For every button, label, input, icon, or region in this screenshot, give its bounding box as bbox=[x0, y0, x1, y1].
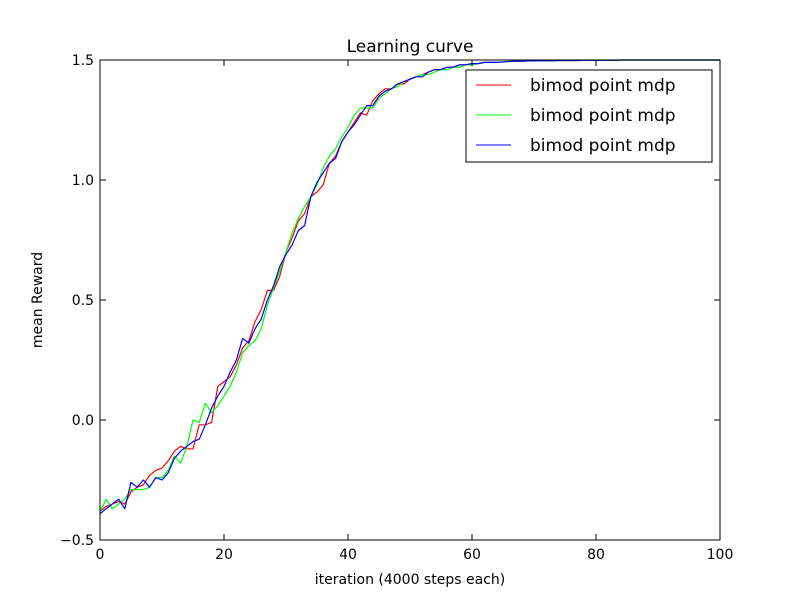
x-tick-label: 40 bbox=[339, 547, 357, 563]
y-tick-label: 0.0 bbox=[72, 413, 94, 429]
x-tick-label: 0 bbox=[96, 547, 105, 563]
y-tick-label: 1.5 bbox=[72, 53, 94, 69]
legend: bimod point mdp bimod point mdp bimod po… bbox=[465, 69, 713, 163]
legend-label-series-2: bimod point mdp bbox=[530, 106, 676, 126]
legend-label-series-3: bimod point mdp bbox=[530, 136, 676, 156]
y-tick-label: 0.5 bbox=[72, 293, 94, 309]
y-tick-label: 1.0 bbox=[72, 173, 94, 189]
chart-title: Learning curve bbox=[347, 37, 474, 57]
tick-layer: 0 20 40 60 80 100 −0.5 0.0 0.5 1.0 1.5 bbox=[60, 53, 733, 563]
x-tick-label: 60 bbox=[463, 547, 481, 563]
x-tick-label: 100 bbox=[707, 547, 734, 563]
legend-label-series-1: bimod point mdp bbox=[530, 76, 676, 96]
x-tick-label: 80 bbox=[587, 547, 605, 563]
y-tick-label: −0.5 bbox=[60, 533, 94, 549]
x-axis-label: iteration (4000 steps each) bbox=[315, 572, 505, 588]
x-tick-label: 20 bbox=[215, 547, 233, 563]
y-axis-label: mean Reward bbox=[30, 252, 46, 348]
